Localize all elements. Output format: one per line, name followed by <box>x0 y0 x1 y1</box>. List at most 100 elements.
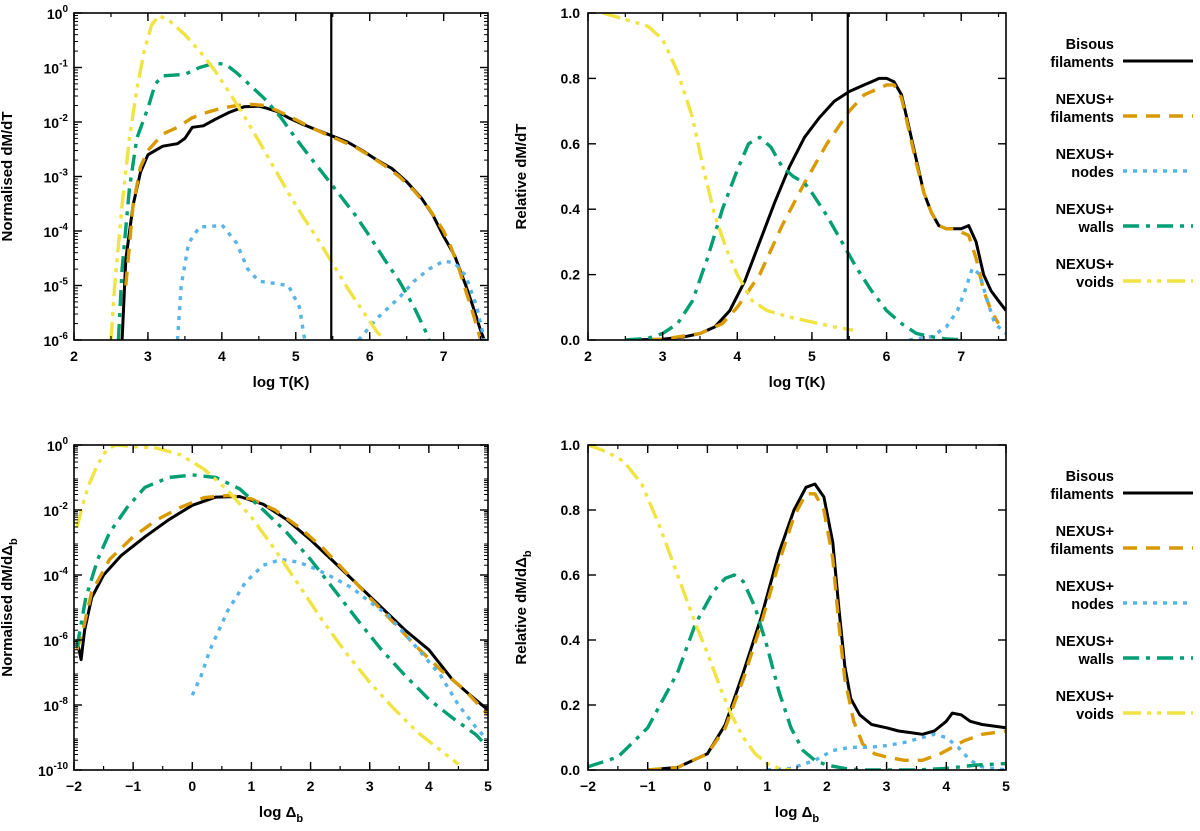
series-line-nodes <box>175 223 307 340</box>
x-tick-label: 5 <box>808 348 816 364</box>
series-line-voids <box>75 445 460 766</box>
series-line-nodes <box>766 732 1006 770</box>
legend-label: filaments <box>1050 542 1114 558</box>
y-tick-label: 0.8 <box>561 70 581 86</box>
series-group <box>602 13 1006 340</box>
legend-item-fil: NEXUS+ filaments <box>1050 92 1193 126</box>
plot-frame <box>587 12 1007 341</box>
x-axis-label: log Δb <box>775 804 819 825</box>
y-tick-label: 10-2 <box>44 501 69 519</box>
series-group <box>588 445 1006 770</box>
series-line-voids <box>109 13 386 340</box>
x-tick-label: 3 <box>366 778 374 794</box>
legend-label: NEXUS+ <box>1056 689 1114 705</box>
x-tick-label: −2 <box>66 778 82 794</box>
x-axis-label: log T(K) <box>253 374 310 391</box>
legend-label: voids <box>1076 275 1114 291</box>
y-tick-label: 10-1 <box>44 59 69 77</box>
x-tick-label: 5 <box>1002 778 1010 794</box>
series-line-bisous <box>75 495 488 712</box>
series-group <box>75 445 488 766</box>
legend-item-nodes: NEXUS+ nodes <box>1056 147 1193 181</box>
x-tick-label: 7 <box>957 348 965 364</box>
legend-label: voids <box>1076 707 1114 723</box>
legend-label: NEXUS+ <box>1056 634 1114 650</box>
x-tick-label: 6 <box>366 348 374 364</box>
legend-label: NEXUS+ <box>1056 147 1114 163</box>
series-line-bisous <box>120 104 486 340</box>
legend-label: filaments <box>1050 110 1114 126</box>
y-tick-label: 1.0 <box>561 437 581 453</box>
legend-label: Bisous <box>1066 37 1114 53</box>
legend-label: NEXUS+ <box>1056 92 1114 108</box>
legend-label: nodes <box>1071 165 1114 181</box>
y-tick-label: 1.0 <box>561 5 581 21</box>
legend-item-voids: NEXUS+ voids <box>1056 689 1193 723</box>
y-tick-label: 10-3 <box>44 168 69 186</box>
x-tick-label: −1 <box>125 778 141 794</box>
y-tick-label: 10-8 <box>44 696 69 714</box>
legends: Bisous filaments NEXUS+ filaments NEXUS+ node… <box>1050 37 1193 723</box>
x-tick-label: 4 <box>733 348 741 364</box>
y-tick-label: 10-5 <box>44 277 69 295</box>
series-line-nodes <box>190 557 488 742</box>
series-line-bisous <box>647 482 1006 770</box>
x-tick-label: 0 <box>704 778 712 794</box>
legend-item-bisous: Bisous filaments <box>1050 37 1193 71</box>
y-tick-label: 100 <box>47 436 69 454</box>
y-tick-label: 0.4 <box>561 201 581 217</box>
chart-bottom-right: −2 −1 0 1 2 3 4 5 0.0 0.2 0.4 0.6 0.8 1.0 log Δb Relati… <box>513 437 1010 825</box>
y-axis-label: Normalised dM/dT <box>0 111 16 241</box>
y-tick-label: 0.0 <box>561 332 581 348</box>
series-line-nodes <box>357 259 486 340</box>
x-tick-label: −1 <box>640 778 656 794</box>
chart-top-right: 2 3 4 5 6 7 0.0 0.2 0.4 0.6 0.8 1.0 log T(K) Relative… <box>513 5 1007 391</box>
x-tick-label: 4 <box>425 778 433 794</box>
y-tick-label: 10-2 <box>44 113 69 131</box>
x-tick-label: 1 <box>248 778 256 794</box>
legend-bottom: Bisous filaments NEXUS+ filaments NEXUS+ node… <box>1050 469 1193 723</box>
plot-frame <box>73 444 489 771</box>
x-tick-label: 3 <box>883 778 891 794</box>
x-tick-label: 3 <box>659 348 667 364</box>
legend-label: walls <box>1078 652 1114 668</box>
series-line-walls <box>75 473 488 749</box>
y-tick-label: 10-6 <box>44 631 69 649</box>
legend-label: nodes <box>1071 597 1114 613</box>
x-tick-label: 6 <box>883 348 891 364</box>
y-tick-label: 10-4 <box>44 566 69 584</box>
series-group <box>109 13 486 340</box>
legend-item-nodes: NEXUS+ nodes <box>1056 579 1193 613</box>
x-tick-label: 2 <box>70 348 78 364</box>
x-axis-label: log Δb <box>259 804 303 825</box>
legend-label: NEXUS+ <box>1056 524 1114 540</box>
y-tick-label: 0.6 <box>561 567 581 583</box>
series-line-walls <box>116 61 431 340</box>
series-line-fil <box>75 493 488 716</box>
legend-label: walls <box>1078 220 1114 236</box>
legend-item-walls: NEXUS+ walls <box>1056 634 1193 668</box>
x-tick-label: 4 <box>218 348 226 364</box>
legend-top: Bisous filaments NEXUS+ filaments NEXUS+ node… <box>1050 37 1193 291</box>
chart-bottom-left: −2 −1 0 1 2 3 4 5 10-10 10-8 10-6 10-4 10-2 100 log Δb… <box>0 436 492 825</box>
legend-label: filaments <box>1050 487 1114 503</box>
legend-label: NEXUS+ <box>1056 257 1114 273</box>
legend-item-voids: NEXUS+ voids <box>1056 257 1193 291</box>
legend-label: NEXUS+ <box>1056 202 1114 218</box>
legend-label: NEXUS+ <box>1056 579 1114 595</box>
y-tick-label: 10-10 <box>38 761 68 779</box>
y-tick-label: 0.2 <box>561 267 581 283</box>
series-line-fil <box>124 102 483 340</box>
panels: 2 3 4 5 6 7 10-6 10-5 10-4 10-3 10-2 10-1 100 log T(K… <box>0 4 1010 825</box>
x-tick-label: 5 <box>484 778 492 794</box>
y-tick-label: 10-6 <box>44 331 69 349</box>
legend-label: Bisous <box>1066 469 1114 485</box>
x-tick-label: 4 <box>942 778 950 794</box>
x-tick-label: 3 <box>144 348 152 364</box>
series-line-walls <box>588 573 1006 770</box>
series-line-nodes <box>908 266 1006 340</box>
y-axis-label: Relative dM/dΔb <box>513 550 534 664</box>
x-tick-label: 2 <box>307 778 315 794</box>
legend-item-bisous: Bisous filaments <box>1050 469 1193 503</box>
